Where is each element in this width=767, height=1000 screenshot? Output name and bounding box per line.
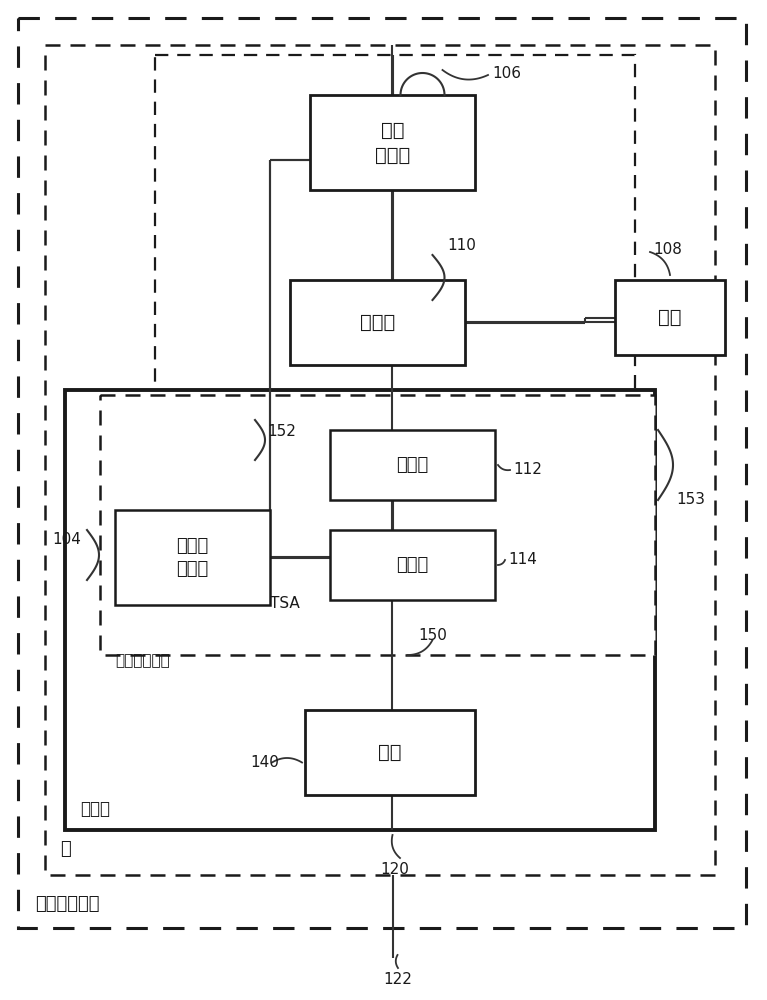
Bar bbox=[305, 710, 475, 795]
Bar bbox=[45, 45, 715, 875]
Text: 104: 104 bbox=[52, 532, 81, 548]
Text: 120: 120 bbox=[380, 862, 410, 877]
Bar bbox=[615, 280, 725, 355]
Bar bbox=[330, 530, 495, 600]
Bar bbox=[310, 95, 475, 190]
Text: 114: 114 bbox=[508, 552, 537, 568]
Text: 柱塞: 柱塞 bbox=[378, 743, 402, 762]
Text: 推动轴: 推动轴 bbox=[397, 556, 429, 574]
Text: 122: 122 bbox=[384, 972, 413, 987]
Bar bbox=[290, 280, 465, 365]
Text: 中间轴: 中间轴 bbox=[397, 456, 429, 474]
Text: 152: 152 bbox=[267, 424, 296, 440]
Bar bbox=[115, 510, 270, 605]
Text: 盒: 盒 bbox=[60, 840, 71, 858]
Text: 线性
稳定器: 线性 稳定器 bbox=[375, 120, 410, 164]
Text: TSA: TSA bbox=[270, 595, 300, 610]
Bar bbox=[65, 390, 655, 830]
Text: 贮存器: 贮存器 bbox=[80, 800, 110, 818]
Text: 传动轴: 传动轴 bbox=[360, 313, 395, 332]
Text: 110: 110 bbox=[447, 238, 476, 253]
Text: 106: 106 bbox=[492, 66, 521, 81]
Text: 150: 150 bbox=[418, 628, 447, 643]
Text: 108: 108 bbox=[653, 242, 682, 257]
Text: 马达: 马达 bbox=[658, 308, 682, 327]
Text: 药物输送装置: 药物输送装置 bbox=[35, 895, 100, 913]
Bar bbox=[100, 395, 655, 655]
Text: 防旋转
引导部: 防旋转 引导部 bbox=[176, 537, 209, 578]
Bar bbox=[155, 55, 635, 405]
Bar bbox=[330, 430, 495, 500]
Text: 柱塞传动组件: 柱塞传动组件 bbox=[115, 653, 170, 668]
Text: 112: 112 bbox=[513, 462, 542, 478]
Text: 153: 153 bbox=[676, 492, 705, 508]
Text: 140: 140 bbox=[250, 755, 279, 770]
